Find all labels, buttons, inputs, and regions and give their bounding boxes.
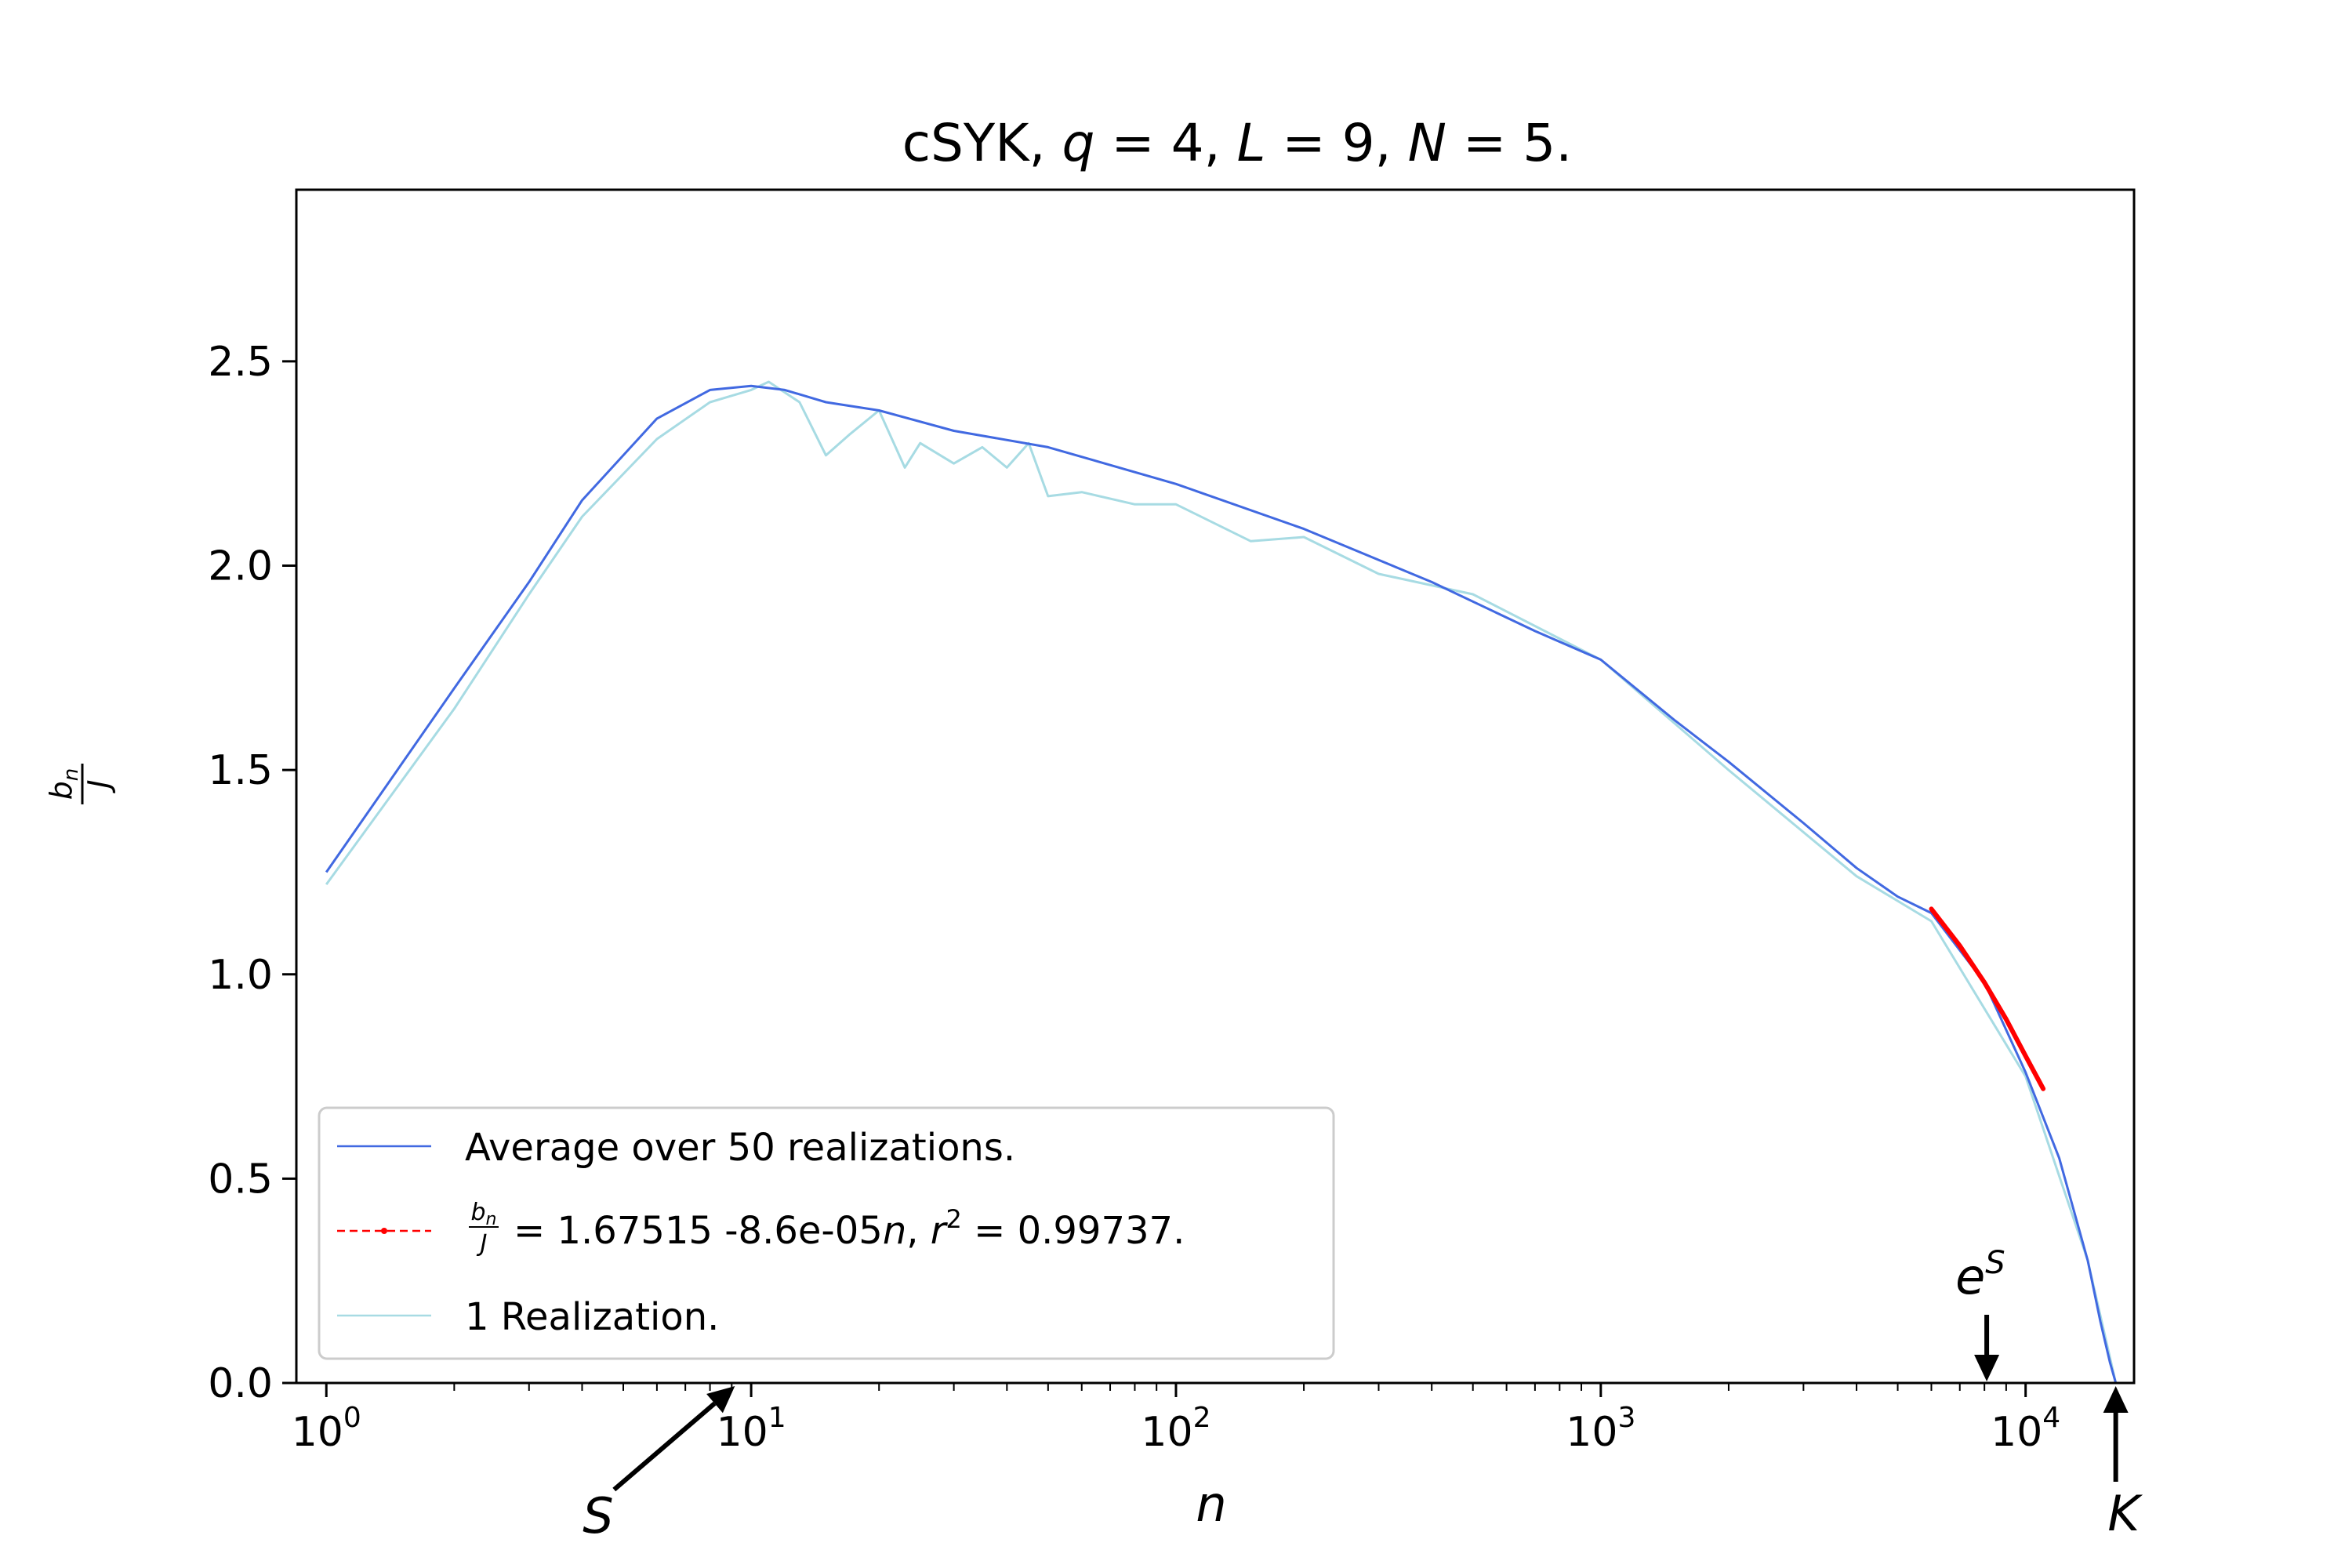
legend-label-fit: bn J = 1.67515 -8.6e-05n, r2 = 0.99737. [469, 1199, 1185, 1258]
legend-label-average: Average over 50 realizations. [465, 1126, 1015, 1170]
x-tick-label-4: 104 [1991, 1402, 2060, 1456]
x-tick-label-1: 101 [717, 1402, 786, 1456]
y-axis-label: bn J [44, 764, 116, 804]
annotation-arrow-s [612, 1386, 735, 1492]
x-tick-label-0: 100 [292, 1402, 361, 1456]
y-tick-label-3: 1.5 [208, 747, 273, 794]
legend: Average over 50 realizations. bn J = 1.6… [318, 1106, 1335, 1360]
x-tick-label-2: 102 [1141, 1402, 1210, 1456]
y-tick-label-5: 2.5 [208, 339, 273, 386]
y-tick-label-0: 0.0 [208, 1360, 273, 1407]
plot-frame [295, 188, 2136, 1385]
x-axis-label: n [1196, 1475, 1226, 1533]
legend-swatch-fit-marker [381, 1228, 387, 1234]
series-line-average [325, 384, 2118, 1384]
svg-text:bn: bn [44, 768, 83, 800]
y-tick-label-1: 0.5 [208, 1156, 273, 1203]
legend-label-single: 1 Realization. [465, 1295, 719, 1339]
annotation-label-es: eS [1955, 1245, 2005, 1305]
chart-title: cSYK, q = 4, L = 9, N = 5. [902, 113, 1572, 173]
annotation-arrow-es [1974, 1315, 2000, 1381]
svg-text:J: J [82, 779, 116, 793]
series-line-single-realization [325, 380, 2118, 1384]
svg-text:= 1.67515 -8.6e-05n, r2 = 0.99: = 1.67515 -8.6e-05n, r2 = 0.99737. [514, 1204, 1185, 1253]
y-tick-label-4: 2.0 [208, 543, 273, 590]
series-line-fit [1929, 906, 2046, 1091]
annotation-arrow-k [2103, 1386, 2129, 1482]
y-tick-label-2: 1.0 [208, 952, 273, 999]
annotation-label-s: S [583, 1487, 613, 1544]
x-tick-label-3: 103 [1566, 1402, 1635, 1456]
annotation-label-k: K [2107, 1485, 2143, 1542]
